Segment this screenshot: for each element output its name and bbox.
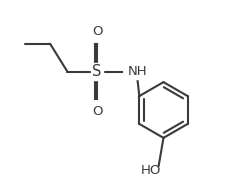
Text: O: O [92,25,102,38]
Text: S: S [92,64,102,79]
Text: O: O [92,105,102,118]
Text: HO: HO [141,164,161,177]
Text: NH: NH [128,65,148,78]
